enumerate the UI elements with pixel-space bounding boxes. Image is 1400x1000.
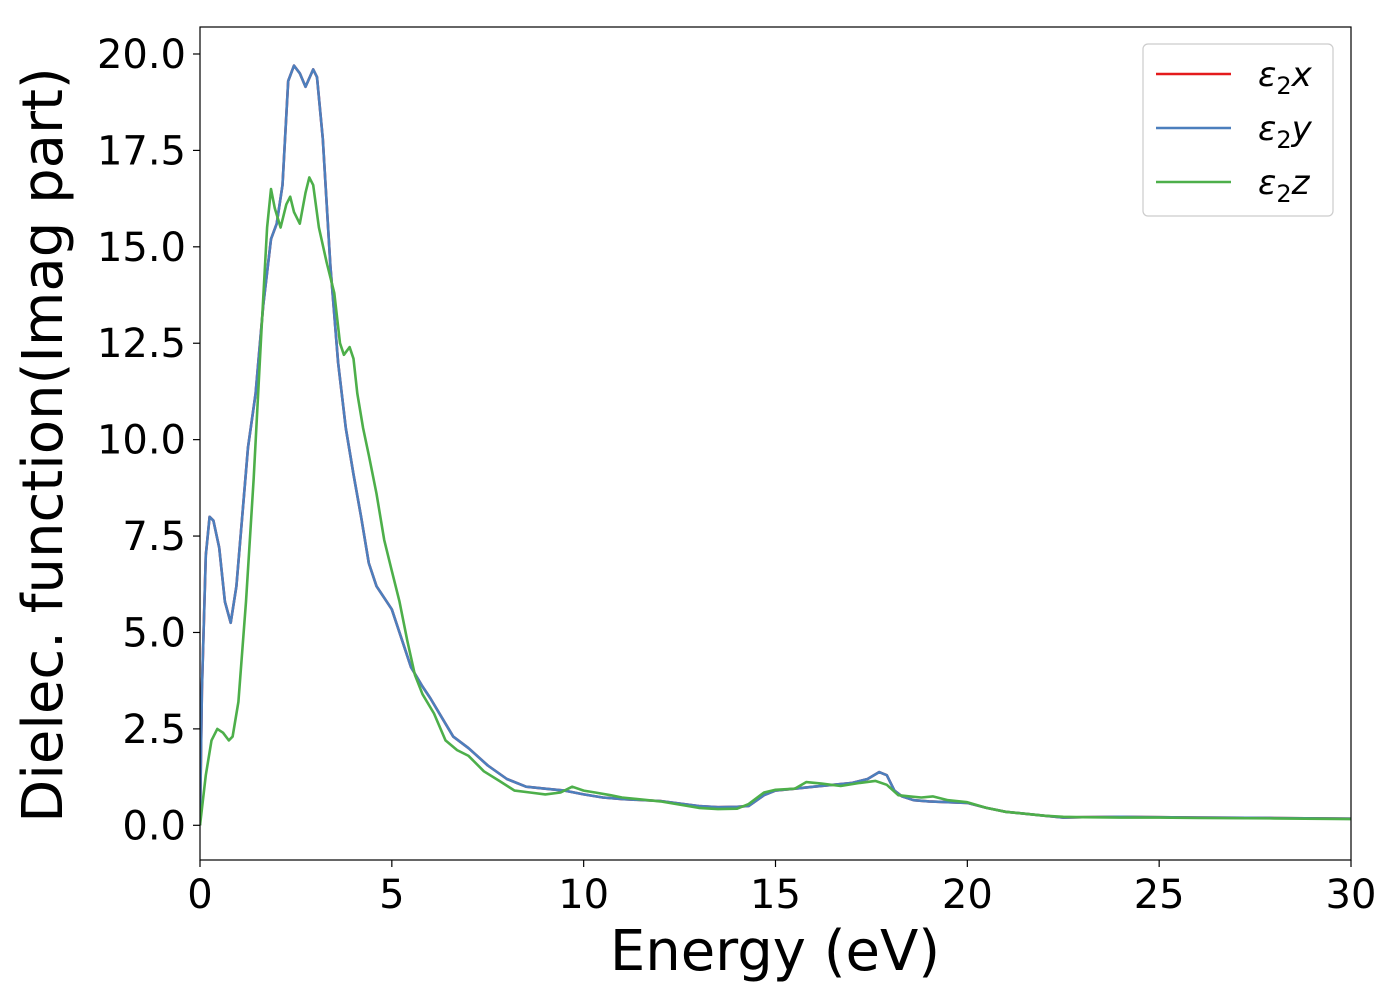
series-line-z	[200, 176, 1351, 826]
y-tick-label: 5.0	[122, 610, 186, 656]
x-axis-label: Energy (eV)	[610, 919, 940, 984]
y-tick-label: 10.0	[97, 418, 186, 464]
ticks-layer: 0 5 10 15 20 25 30 0.0 2.5 5.0 7.5 10.0 12.5 15.0 17.5…	[97, 32, 1377, 918]
y-tick-label: 0.0	[122, 803, 186, 849]
x-tick-label: 25	[1134, 872, 1185, 918]
y-tick-label: 7.5	[122, 514, 186, 560]
legend-box	[1142, 43, 1334, 217]
legend: ε2x ε2y ε2z	[1142, 43, 1334, 217]
y-tick-label: 2.5	[122, 707, 186, 753]
legend-label-z: ε2z	[1258, 163, 1311, 208]
y-tick-label: 12.5	[97, 321, 186, 367]
x-tick-label: 15	[750, 872, 801, 918]
legend-label-x: ε2x	[1258, 55, 1313, 100]
plot-frame	[199, 26, 1352, 861]
x-tick-label: 30	[1326, 872, 1377, 918]
y-tick-label: 15.0	[97, 225, 186, 271]
x-tick-label: 20	[942, 872, 993, 918]
x-tick-label: 10	[558, 872, 609, 918]
y-axis-label: Dielec. function(Imag part)	[11, 67, 76, 823]
y-tick-label: 20.0	[97, 32, 186, 78]
x-tick-label: 5	[379, 872, 404, 918]
series-layer	[200, 64, 1351, 826]
y-tick-label: 17.5	[97, 128, 186, 174]
legend-label-y: ε2y	[1258, 109, 1313, 154]
series-line-y	[200, 64, 1351, 826]
x-tick-label: 0	[187, 872, 212, 918]
